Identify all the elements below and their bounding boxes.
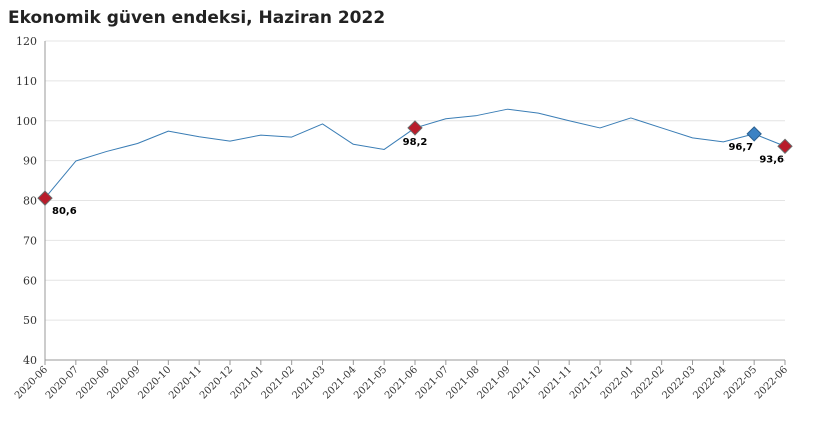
- highlight-marker-2022-06: [777, 138, 793, 154]
- x-tick-label: 2021-03: [290, 364, 327, 401]
- x-tick-label: 2021-02: [260, 364, 297, 401]
- x-tick-label: 2020-11: [167, 364, 204, 401]
- x-tick-label: 2021-05: [352, 364, 389, 401]
- x-tick-label: 2021-06: [383, 364, 420, 401]
- data-label-2022-06: 93,6: [759, 154, 784, 165]
- y-tick-label: 60: [23, 274, 37, 287]
- x-axis-ticks: 2020-062020-072020-082020-092020-102020-…: [13, 360, 790, 402]
- x-tick-label: 2021-04: [321, 364, 358, 401]
- x-tick-label: 2021-08: [445, 364, 482, 401]
- chart-title: Ekonomik güven endeksi, Haziran 2022: [8, 8, 386, 28]
- x-tick-label: 2020-06: [13, 364, 50, 401]
- y-tick-label: 90: [23, 155, 37, 168]
- x-tick-label: 2022-01: [599, 364, 636, 401]
- data-label-2022-05: 96,7: [728, 142, 753, 153]
- x-tick-label: 2021-01: [229, 364, 266, 401]
- x-tick-label: 2021-10: [506, 364, 543, 401]
- highlight-marker-2020-06: [37, 190, 53, 206]
- x-tick-label: 2022-04: [691, 364, 728, 401]
- highlight-markers: [37, 120, 793, 206]
- y-tick-label: 70: [23, 234, 37, 247]
- highlight-marker-2022-05: [746, 126, 762, 142]
- y-tick-label: 50: [23, 314, 37, 327]
- x-tick-label: 2021-07: [414, 364, 451, 401]
- grid-lines: [45, 40, 785, 361]
- x-tick-label: 2020-09: [105, 364, 142, 401]
- y-tick-label: 80: [23, 195, 37, 208]
- x-tick-label: 2022-05: [722, 364, 759, 401]
- x-tick-label: 2021-12: [568, 364, 605, 401]
- highlight-marker-2021-06: [407, 120, 423, 136]
- x-tick-label: 2020-10: [136, 364, 173, 401]
- x-tick-label: 2022-03: [660, 364, 697, 401]
- x-tick-label: 2021-09: [475, 364, 512, 401]
- x-tick-label: 2022-02: [630, 364, 667, 401]
- y-tick-label: 120: [16, 35, 37, 48]
- data-label-2020-06: 80,6: [52, 206, 77, 217]
- x-tick-label: 2022-06: [753, 364, 790, 401]
- y-axis-ticks: 40 50 60 70 80 90 100 110 120: [16, 35, 37, 367]
- x-tick-label: 2020-08: [75, 364, 112, 401]
- data-label-2021-06: 98,2: [403, 137, 428, 148]
- x-tick-label: 2021-11: [537, 364, 574, 401]
- y-tick-label: 110: [16, 75, 37, 88]
- data-labels: 80,6 98,2 96,7 93,6: [52, 137, 784, 217]
- x-tick-label: 2020-12: [198, 364, 235, 401]
- x-tick-label: 2020-07: [44, 364, 81, 401]
- y-tick-label: 100: [16, 115, 37, 128]
- y-tick-label: 40: [23, 354, 37, 367]
